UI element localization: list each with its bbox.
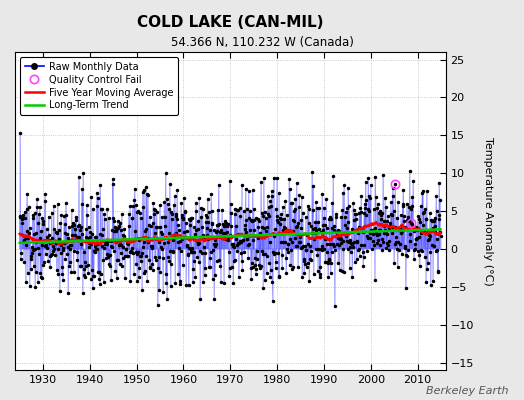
Title: COLD LAKE (CAN-MIL): COLD LAKE (CAN-MIL) <box>137 15 323 30</box>
Text: 54.366 N, 110.232 W (Canada): 54.366 N, 110.232 W (Canada) <box>171 36 353 49</box>
Legend: Raw Monthly Data, Quality Control Fail, Five Year Moving Average, Long-Term Tren: Raw Monthly Data, Quality Control Fail, … <box>20 57 178 115</box>
Text: Berkeley Earth: Berkeley Earth <box>426 386 508 396</box>
Y-axis label: Temperature Anomaly (°C): Temperature Anomaly (°C) <box>483 137 493 286</box>
